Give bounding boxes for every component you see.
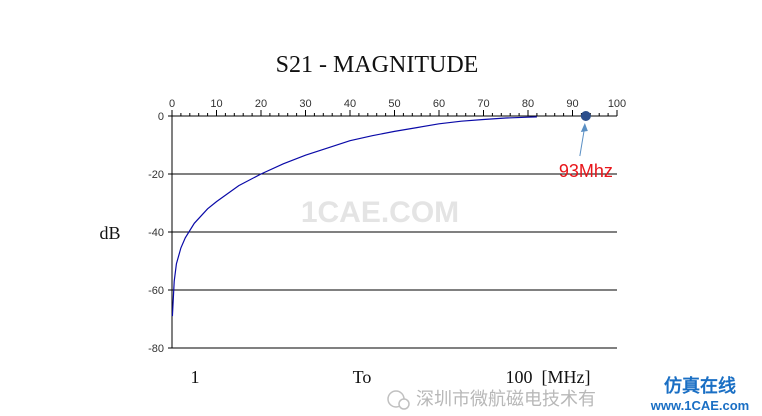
- y-tick-label: -20: [148, 169, 164, 181]
- watermark-site: 1CAE.COM: [301, 196, 459, 229]
- y-tick-labels: 0 -20 -40 -60 -80: [148, 111, 172, 355]
- x-tick-label: 60: [433, 98, 445, 110]
- x-tick-label: 50: [388, 98, 400, 110]
- x-tick-label: 0: [169, 98, 175, 110]
- x-tick-label: 20: [255, 98, 267, 110]
- chart-title: S21 - MAGNITUDE: [276, 52, 479, 78]
- y-tick-label: -60: [148, 285, 164, 297]
- x-tick-labels: 0 10 20 30 40 50 60 70 80 90 100: [169, 98, 626, 116]
- y-tick-label: -40: [148, 227, 164, 239]
- watermark-account-text: 深圳市微航磁电技术有: [416, 389, 596, 410]
- marker-point: [580, 111, 591, 121]
- x-tick-label: 80: [522, 98, 534, 110]
- y-tick-label: -80: [148, 343, 164, 355]
- grid-lines: [172, 173, 617, 349]
- x-tick-label: 10: [210, 98, 222, 110]
- watermark-brand-url: www.1CAE.com: [650, 398, 749, 413]
- x-tick-label: 40: [344, 98, 356, 110]
- x-tick-label: 90: [566, 98, 578, 110]
- marker-arrowhead-icon: [580, 123, 588, 132]
- wechat-icon-bubble: [398, 398, 410, 410]
- x-tick-label: 100: [608, 98, 626, 110]
- watermark-account: 深圳市微航磁电技术有: [387, 389, 596, 410]
- bottom-label-start: 1: [191, 367, 200, 387]
- x-tick-label: 70: [477, 98, 489, 110]
- marker-label: 93Mhz: [559, 161, 613, 181]
- watermark-brand: 仿真在线: [664, 375, 736, 397]
- bottom-label-end: 100 [MHz]: [506, 367, 591, 387]
- series-line: [171, 116, 537, 317]
- bottom-label-middle: To: [353, 367, 372, 387]
- y-axis-label: dB: [99, 223, 120, 243]
- x-tick-label: 30: [299, 98, 311, 110]
- y-tick-label: 0: [158, 111, 164, 123]
